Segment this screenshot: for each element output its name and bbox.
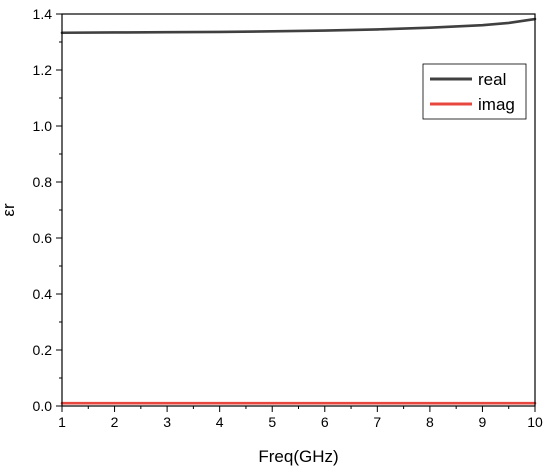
x-tick-label: 8 [426,414,434,430]
y-tick-label: 0.8 [33,174,53,190]
y-axis-label: εr [0,203,18,217]
series-line-real [60,17,537,35]
legend-label-imag: imag [478,95,515,114]
x-tick-label: 6 [321,414,329,430]
x-tick-label: 1 [58,414,66,430]
x-tick-label: 2 [111,414,119,430]
ticks-layer: 1 2 3 4 5 6 7 8 9 10 0.0 0.2 0.4 0.6 0.8 1.0 1.2 1.4 [33,6,543,430]
y-tick-label: 0.4 [33,286,53,302]
y-tick-label: 1.2 [33,62,53,78]
y-tick-label: 1.4 [33,6,53,22]
x-tick-label: 5 [268,414,276,430]
legend: real imag [422,63,527,120]
x-tick-label: 7 [373,414,381,430]
x-axis-label: Freq(GHz) [258,447,338,466]
y-tick-label: 0.2 [33,342,53,358]
series-layer [60,17,537,405]
y-tick-label: 0.6 [33,230,53,246]
x-tick-label: 10 [527,414,543,430]
x-tick-label: 4 [216,414,224,430]
legend-box [422,63,527,120]
legend-label-real: real [478,70,506,89]
y-tick-label: 1.0 [33,118,53,134]
x-tick-label: 3 [163,414,171,430]
y-tick-label: 0.0 [33,398,53,414]
x-tick-label: 9 [479,414,487,430]
